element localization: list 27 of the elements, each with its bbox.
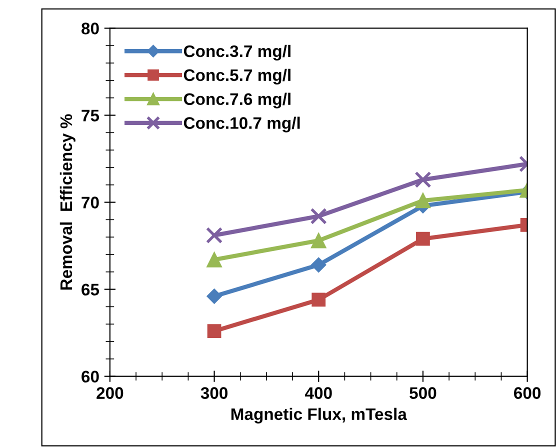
legend-label: Conc.3.7 mg/l bbox=[184, 44, 290, 60]
point bbox=[311, 257, 326, 272]
point bbox=[207, 324, 222, 338]
x-tick-label: 300 bbox=[200, 387, 228, 399]
point bbox=[206, 252, 222, 268]
x-axis-title: Magnetic Flux, mTesla bbox=[231, 408, 408, 424]
x-tick-label: 500 bbox=[410, 387, 436, 399]
legend-label: Conc.5.7 mg/l bbox=[184, 68, 290, 84]
x-tick-label: 400 bbox=[304, 387, 332, 399]
y-axis-title: Removal Efficiency % bbox=[60, 114, 76, 290]
x-tick-label: 600 bbox=[514, 387, 541, 399]
y-tick-label: 75 bbox=[82, 110, 100, 122]
y-tick-label: 60 bbox=[82, 370, 99, 383]
y-tick-label: 65 bbox=[82, 284, 100, 296]
x-tick-label: 200 bbox=[96, 387, 124, 399]
point bbox=[206, 227, 223, 244]
point bbox=[310, 208, 327, 225]
legend-label: Conc.7.6 mg/l bbox=[184, 92, 290, 108]
y-tick-label: 70 bbox=[82, 196, 99, 208]
point bbox=[310, 232, 326, 248]
y-tick-label: 80 bbox=[82, 22, 99, 34]
point bbox=[415, 192, 431, 208]
legend-label: Conc.10.7 mg/l bbox=[184, 116, 300, 132]
point bbox=[312, 292, 326, 307]
point bbox=[414, 171, 432, 188]
point bbox=[416, 232, 430, 246]
point bbox=[206, 288, 222, 304]
